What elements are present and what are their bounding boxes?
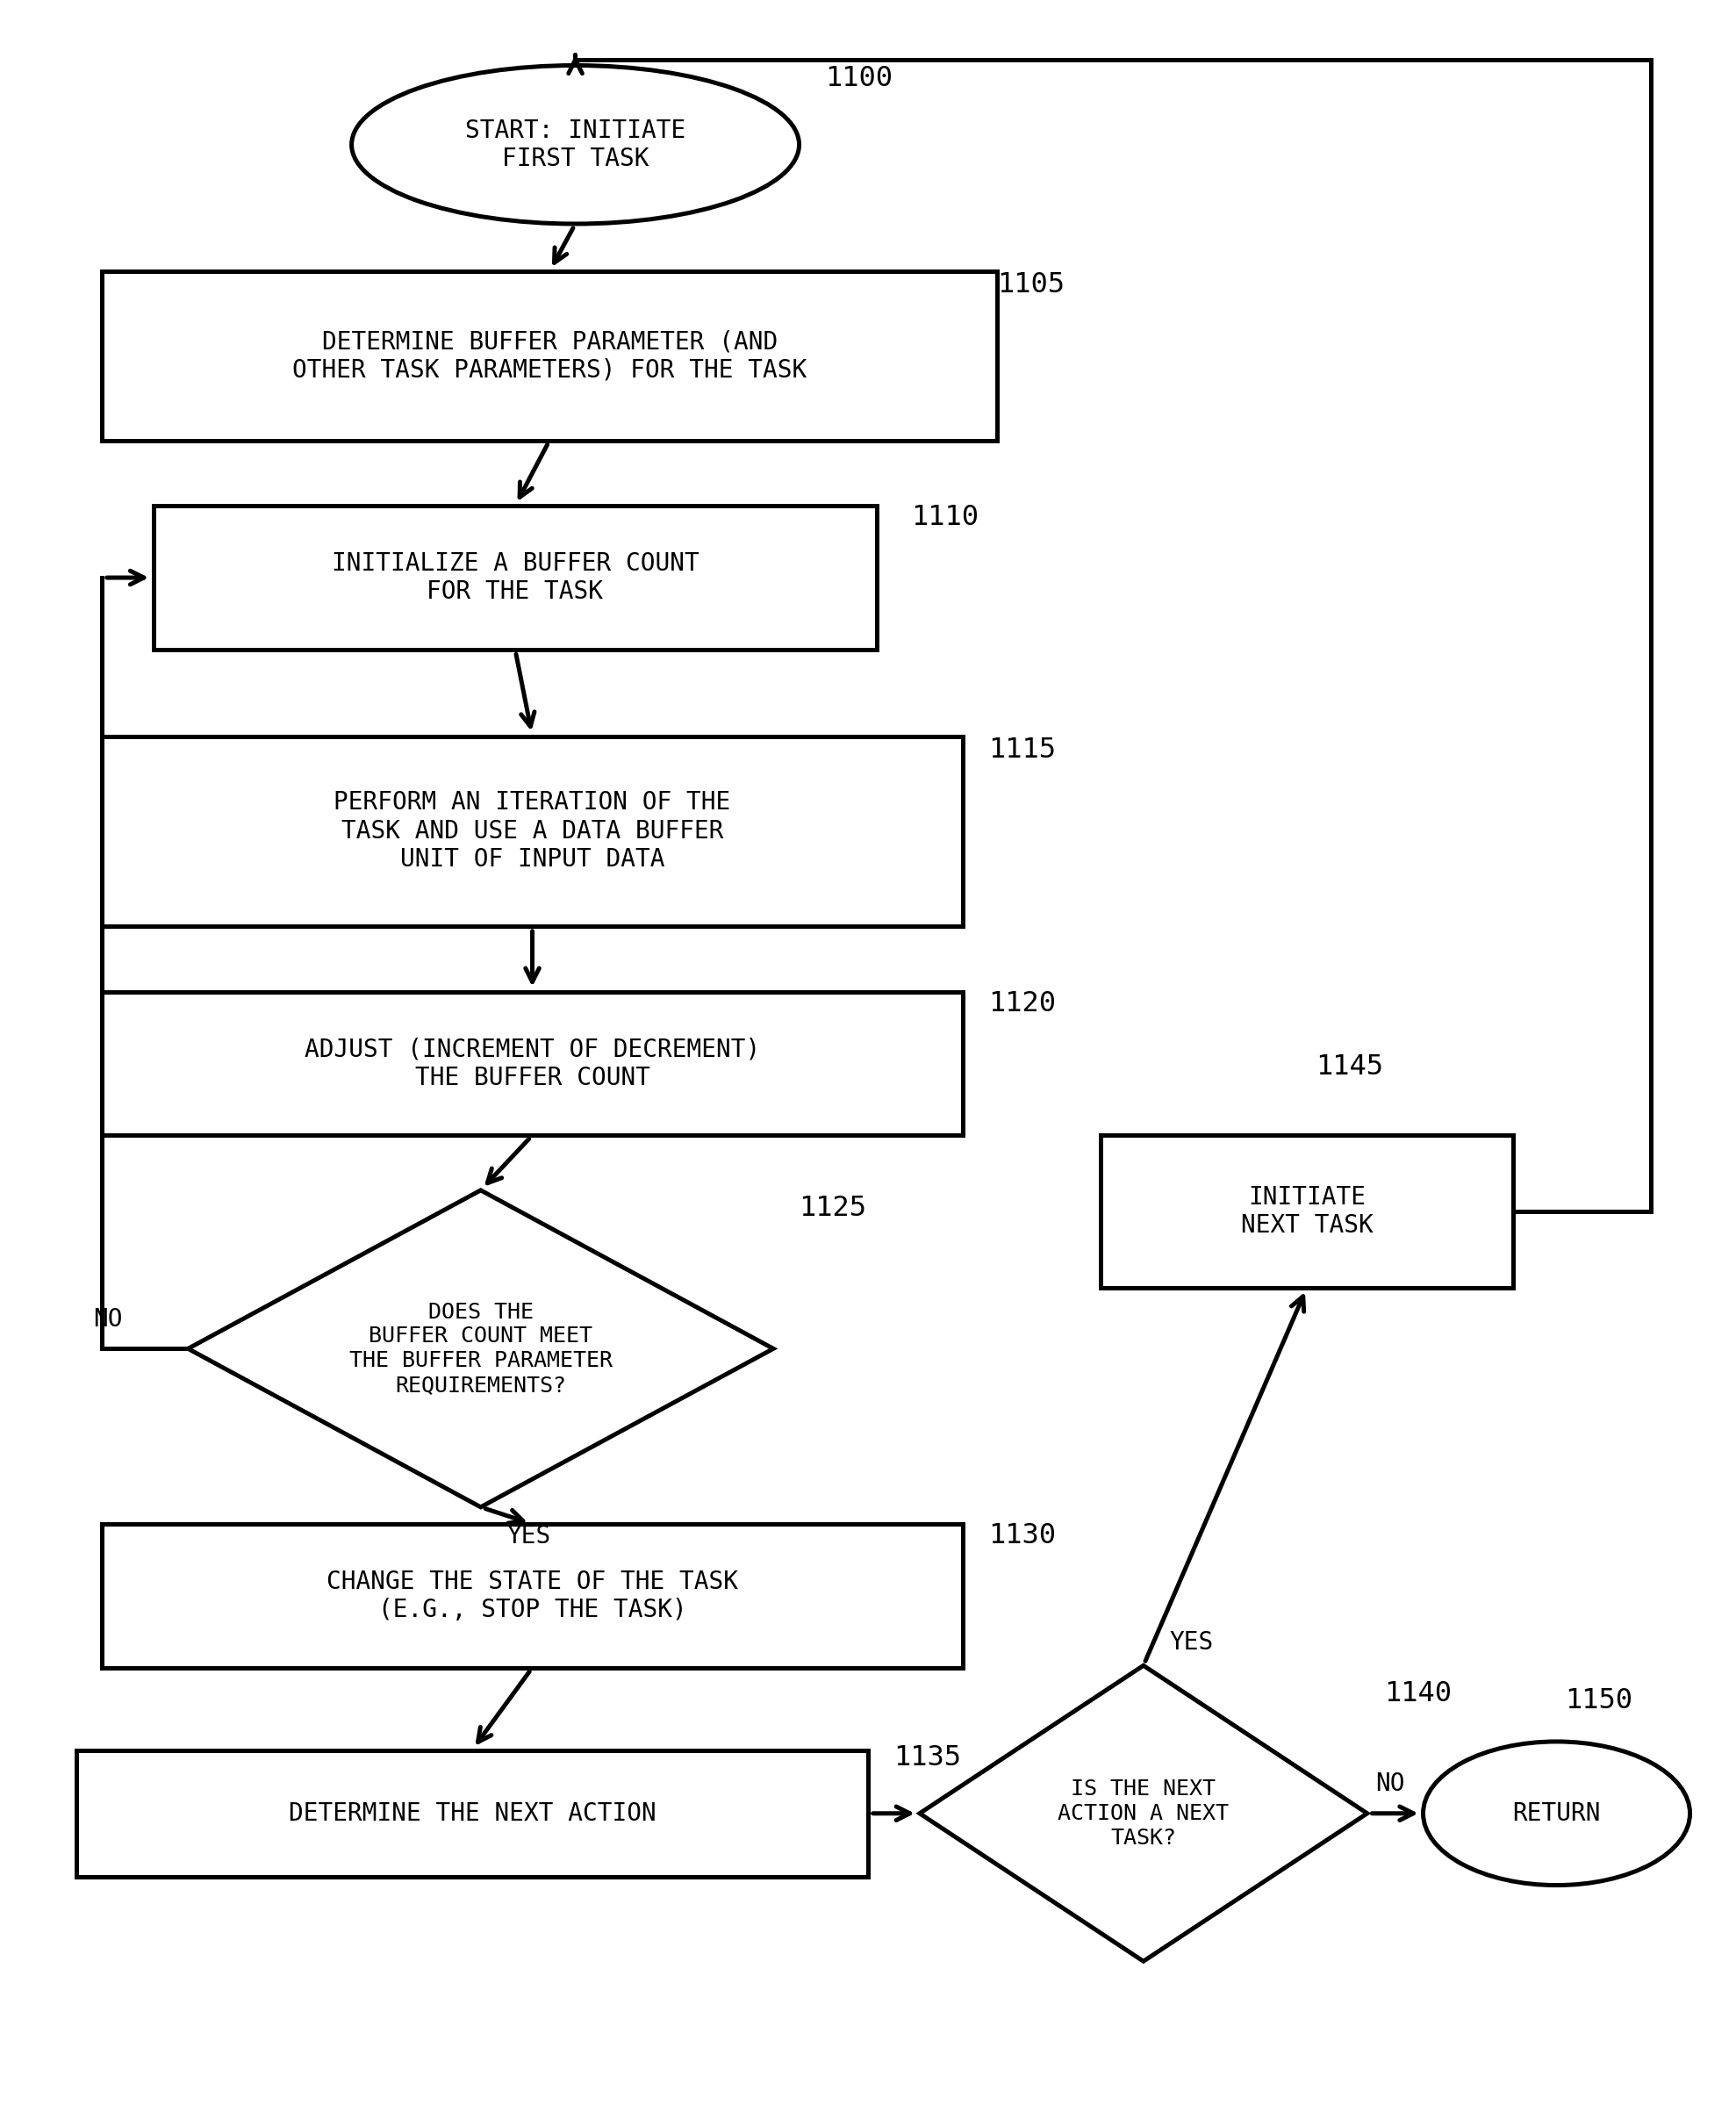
Ellipse shape — [1424, 1742, 1689, 1885]
Text: YES: YES — [507, 1525, 550, 1548]
FancyBboxPatch shape — [102, 736, 963, 925]
Polygon shape — [187, 1191, 773, 1508]
Text: ADJUST (INCREMENT OF DECREMENT)
THE BUFFER COUNT: ADJUST (INCREMENT OF DECREMENT) THE BUFF… — [304, 1038, 760, 1089]
Text: START: INITIATE
FIRST TASK: START: INITIATE FIRST TASK — [465, 119, 686, 170]
Text: 1140: 1140 — [1384, 1680, 1451, 1708]
Text: IS THE NEXT
ACTION A NEXT
TASK?: IS THE NEXT ACTION A NEXT TASK? — [1057, 1778, 1229, 1848]
Text: CHANGE THE STATE OF THE TASK
(E.G., STOP THE TASK): CHANGE THE STATE OF THE TASK (E.G., STOP… — [326, 1570, 738, 1623]
FancyBboxPatch shape — [1101, 1136, 1514, 1287]
Text: INITIATE
NEXT TASK: INITIATE NEXT TASK — [1241, 1185, 1373, 1238]
Text: YES: YES — [1170, 1631, 1213, 1655]
Text: DOES THE
BUFFER COUNT MEET
THE BUFFER PARAMETER
REQUIREMENTS?: DOES THE BUFFER COUNT MEET THE BUFFER PA… — [349, 1302, 613, 1395]
Text: RETURN: RETURN — [1512, 1802, 1601, 1825]
Text: DETERMINE BUFFER PARAMETER (AND
OTHER TASK PARAMETERS) FOR THE TASK: DETERMINE BUFFER PARAMETER (AND OTHER TA… — [292, 330, 807, 383]
Text: 1130: 1130 — [988, 1523, 1055, 1548]
Text: 1110: 1110 — [911, 504, 979, 532]
Text: PERFORM AN ITERATION OF THE
TASK AND USE A DATA BUFFER
UNIT OF INPUT DATA: PERFORM AN ITERATION OF THE TASK AND USE… — [333, 791, 731, 872]
FancyBboxPatch shape — [102, 1525, 963, 1668]
FancyBboxPatch shape — [153, 506, 877, 649]
Text: 1100: 1100 — [825, 64, 892, 91]
Text: 1105: 1105 — [996, 272, 1064, 298]
Text: INITIALIZE A BUFFER COUNT
FOR THE TASK: INITIALIZE A BUFFER COUNT FOR THE TASK — [332, 551, 700, 604]
Text: NO: NO — [1377, 1772, 1404, 1797]
Text: 1150: 1150 — [1566, 1687, 1634, 1714]
Text: 1115: 1115 — [988, 736, 1055, 764]
Text: 1145: 1145 — [1316, 1053, 1384, 1081]
Text: 1120: 1120 — [988, 989, 1055, 1017]
Text: 1125: 1125 — [799, 1195, 866, 1221]
Text: 1135: 1135 — [894, 1744, 962, 1772]
Ellipse shape — [352, 66, 799, 223]
Text: DETERMINE THE NEXT ACTION: DETERMINE THE NEXT ACTION — [288, 1802, 656, 1825]
FancyBboxPatch shape — [102, 991, 963, 1136]
FancyBboxPatch shape — [102, 272, 996, 440]
Text: NO: NO — [94, 1308, 123, 1332]
FancyBboxPatch shape — [76, 1751, 868, 1876]
Polygon shape — [920, 1665, 1368, 1961]
